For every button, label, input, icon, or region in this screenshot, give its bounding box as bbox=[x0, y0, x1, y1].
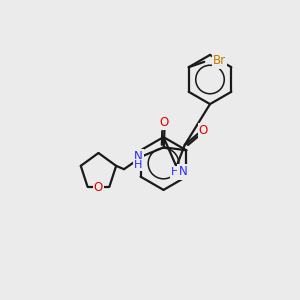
Text: H: H bbox=[171, 167, 179, 177]
Text: N: N bbox=[178, 165, 188, 178]
Text: Br: Br bbox=[213, 54, 226, 68]
Text: N: N bbox=[134, 150, 142, 163]
Text: O: O bbox=[159, 116, 169, 129]
Text: O: O bbox=[94, 181, 103, 194]
Text: H: H bbox=[134, 160, 142, 170]
Text: O: O bbox=[199, 124, 208, 137]
